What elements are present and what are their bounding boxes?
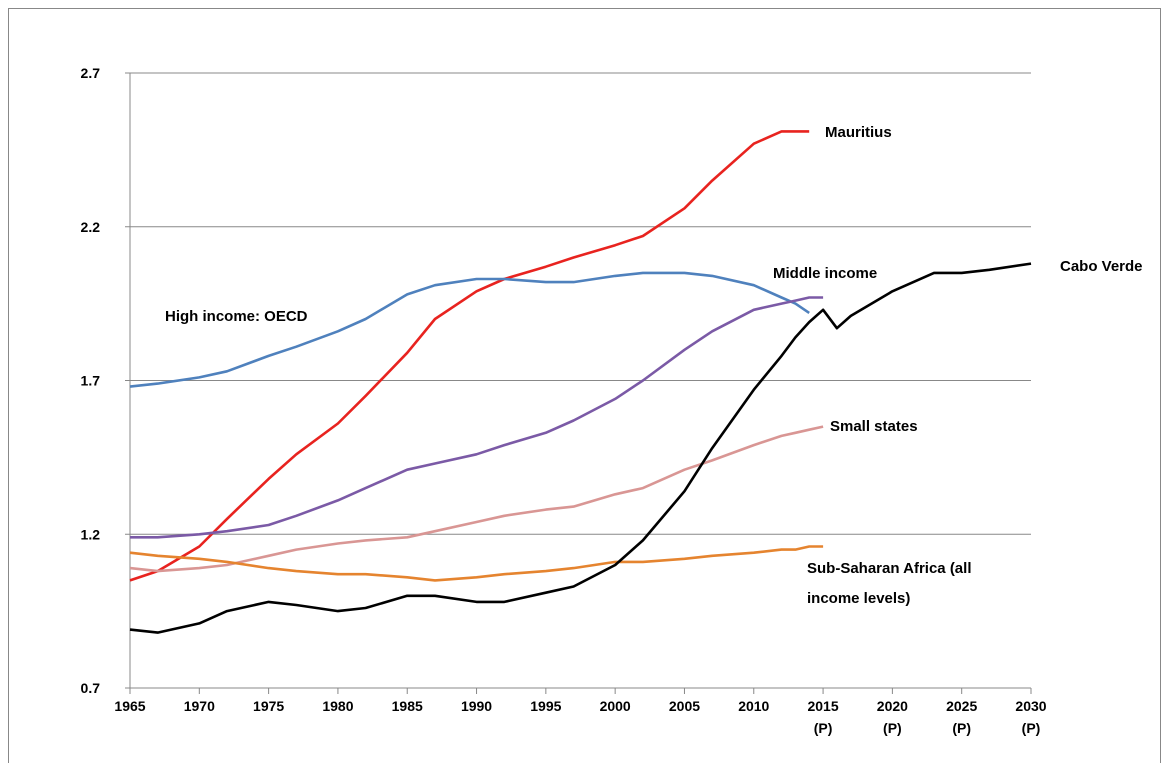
x-tick-label: 1975: [253, 698, 284, 714]
x-tick-label: 1965: [114, 698, 145, 714]
series-line: [129, 271, 810, 388]
series-label: Cabo Verde: [1060, 258, 1143, 275]
series-label: Small states: [830, 418, 918, 435]
chart-frame: [8, 8, 1161, 763]
x-tick-label: 1980: [322, 698, 353, 714]
series-line: [129, 262, 1032, 634]
series-label: Middle income: [773, 265, 877, 282]
y-tick-label: 1.2: [81, 526, 101, 542]
series-line: [129, 425, 824, 573]
series-line: [129, 130, 810, 582]
x-tick-label: 2030 (P): [1015, 698, 1046, 736]
x-tick-label: 1990: [461, 698, 492, 714]
y-tick-label: 2.2: [81, 219, 101, 235]
x-tick-label: 1995: [530, 698, 561, 714]
x-tick-label: 1985: [392, 698, 423, 714]
x-tick-label: 2010: [738, 698, 769, 714]
y-tick-label: 1.7: [81, 373, 101, 389]
y-tick-label: 0.7: [81, 680, 101, 696]
x-tick-label: 2025 (P): [946, 698, 977, 736]
x-tick-label: 2005: [669, 698, 700, 714]
series-label: Mauritius: [825, 124, 892, 141]
series-label: High income: OECD: [165, 308, 308, 325]
series-line: [130, 296, 824, 539]
series-label: Sub-Saharan Africa (all income levels): [807, 560, 972, 607]
x-tick-label: 1970: [184, 698, 215, 714]
x-tick-label: 2015 (P): [807, 698, 838, 736]
series-line: [129, 545, 824, 582]
x-tick-label: 2020 (P): [877, 698, 908, 736]
y-tick-label: 2.7: [81, 65, 101, 81]
x-tick-label: 2000: [600, 698, 631, 714]
